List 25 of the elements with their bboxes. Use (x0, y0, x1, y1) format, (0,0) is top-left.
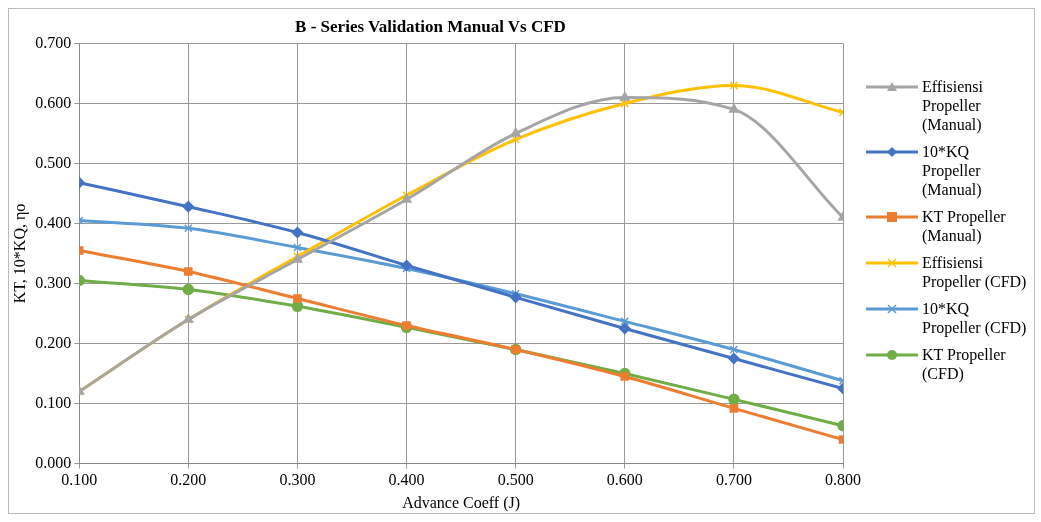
x-tick-label: 0.700 (715, 471, 752, 489)
legend-label: 10*KQ Propeller (Manual) (922, 142, 983, 199)
y-tick-label: 0.500 (35, 153, 72, 171)
x-tick-label: 0.500 (497, 471, 534, 489)
x-tick-label: 0.100 (61, 471, 98, 489)
x-tick-label: 0.200 (170, 471, 207, 489)
legend-label: Effisiensi Propeller (Manual) (922, 77, 985, 134)
x-tick-label: 0.400 (388, 471, 425, 489)
y-tick-label: 0.200 (35, 333, 72, 351)
chart-title: B - Series Validation Manual Vs CFD (295, 16, 566, 36)
y-tick-label: 0.400 (35, 213, 72, 231)
x-tick-label: 0.300 (279, 471, 316, 489)
legend-label: KT Propeller (CFD) (922, 345, 1007, 383)
y-axis-title: KT, 10*KQ, ηo (10, 203, 29, 304)
x-tick-label: 0.800 (825, 471, 861, 489)
y-tick-label: 0.600 (35, 93, 72, 111)
legend-label: KT Propeller (Manual) (922, 207, 1007, 245)
y-tick-label: 0.300 (35, 273, 72, 291)
x-axis-title: Advance Coeff (J) (402, 493, 521, 512)
y-tick-label: 0.100 (35, 393, 72, 411)
y-tick-label: 0.000 (35, 453, 72, 471)
legend-label: Effisiensi Propeller (CFD) (922, 253, 1028, 291)
y-tick-label: 0.700 (35, 33, 72, 51)
legend-label: 10*KQ Propeller (CFD) (922, 299, 1028, 337)
x-tick-label: 0.600 (606, 471, 643, 489)
